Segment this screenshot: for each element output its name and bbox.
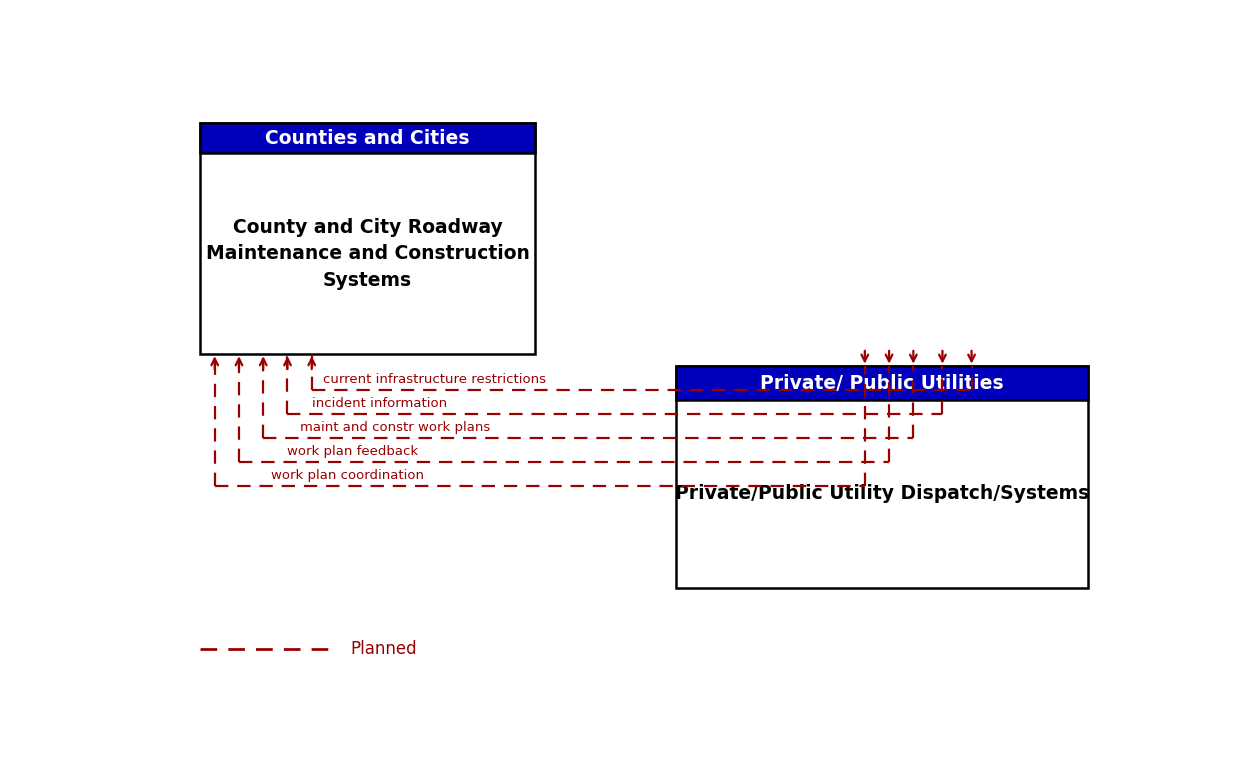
Text: County and City Roadway
Maintenance and Construction
Systems: County and City Roadway Maintenance and … [205,218,530,289]
Text: Counties and Cities: Counties and Cities [265,129,470,148]
Text: maint and constr work plans: maint and constr work plans [300,421,491,433]
Text: Planned: Planned [351,640,417,658]
Bar [200,124,535,153]
Bar [676,366,1088,587]
Text: incident information: incident information [312,397,447,410]
Text: Private/Public Utility Dispatch/Systems: Private/Public Utility Dispatch/Systems [675,485,1089,503]
Bar [200,124,535,354]
Text: work plan feedback: work plan feedback [288,444,418,457]
Text: current infrastructure restrictions: current infrastructure restrictions [323,373,546,386]
Text: Private/ Public Utilities: Private/ Public Utilities [760,373,1004,393]
Bar [676,366,1088,401]
Text: work plan coordination: work plan coordination [270,468,424,482]
